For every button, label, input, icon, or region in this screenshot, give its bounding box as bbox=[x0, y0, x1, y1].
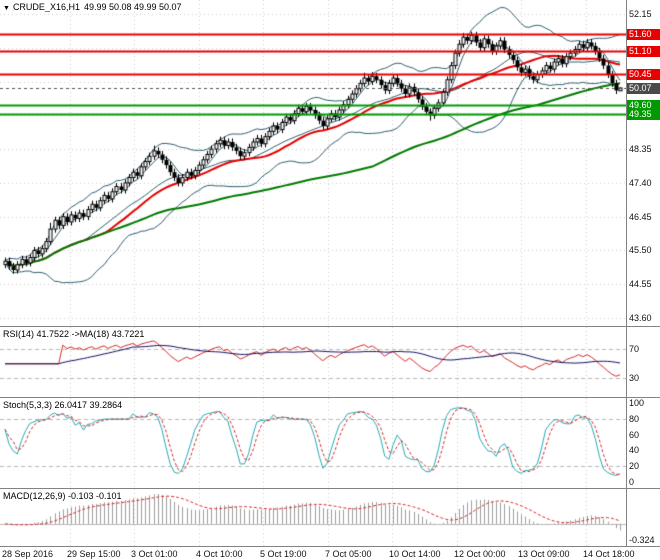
macd-canvas[interactable] bbox=[0, 489, 626, 546]
time-label: 4 Oct 10:00 bbox=[196, 549, 243, 559]
time-label: 7 Oct 05:00 bbox=[325, 549, 372, 559]
symbol-timeframe-label: CRUDE_X16,H1 bbox=[12, 2, 80, 12]
stoch-tick-label: 0 bbox=[629, 477, 635, 487]
panel-divider[interactable] bbox=[0, 546, 660, 547]
time-label: 13 Oct 09:00 bbox=[518, 549, 570, 559]
macd-panel: MACD(12,26,9) -0.103 -0.101 bbox=[0, 489, 626, 546]
price-tick-label: 43.60 bbox=[629, 313, 652, 323]
ohlc-values: 49.99 50.08 49.99 50.07 bbox=[83, 2, 182, 12]
stoch-tick-label: 80 bbox=[629, 414, 640, 424]
panel-divider[interactable] bbox=[0, 326, 660, 327]
time-label: 28 Sep 2016 bbox=[2, 549, 54, 559]
level-price-tag: 51.10 bbox=[627, 46, 660, 57]
stochastic-panel: Stoch(5,3,3) 26.0417 39.2864 bbox=[0, 398, 626, 488]
level-price-tag: 49.35 bbox=[627, 109, 660, 120]
level-price-tag: 51.60 bbox=[627, 29, 660, 40]
time-label: 14 Oct 18:00 bbox=[583, 549, 635, 559]
rsi-tick-label: 70 bbox=[629, 344, 640, 354]
price-tick-label: 47.40 bbox=[629, 178, 652, 188]
stoch-tick-label: 100 bbox=[629, 398, 645, 408]
rsi-canvas[interactable] bbox=[0, 327, 626, 397]
chevron-down-icon[interactable]: ▼ bbox=[3, 5, 10, 12]
price-axis[interactable]: 52.15 48.35 47.40 46.45 45.50 44.55 43.60 51.60… bbox=[626, 0, 660, 547]
price-chart-panel: ▼ CRUDE_X16,H1 49.99 50.08 49.99 50.07 bbox=[0, 0, 626, 326]
stoch-tick-label: 60 bbox=[629, 430, 640, 440]
level-price-tag: 49.60 bbox=[627, 100, 660, 111]
rsi-tick-label: 30 bbox=[629, 373, 640, 383]
rsi-label: RSI(14) 41.7522 ->MA(18) 43.7221 bbox=[3, 329, 145, 339]
price-tick-label: 44.55 bbox=[629, 279, 652, 289]
price-tick-label: 52.15 bbox=[629, 9, 652, 19]
level-price-tag: 50.45 bbox=[627, 69, 660, 80]
stochastic-canvas[interactable] bbox=[0, 398, 626, 488]
time-label: 10 Oct 14:00 bbox=[389, 549, 441, 559]
stoch-tick-label: 40 bbox=[629, 445, 640, 455]
current-price-tag: 50.07 bbox=[627, 83, 660, 94]
price-chart-canvas[interactable] bbox=[0, 0, 626, 326]
price-tick-label: 48.35 bbox=[629, 144, 652, 154]
macd-label: MACD(12,26,9) -0.103 -0.101 bbox=[3, 491, 122, 501]
stoch-tick-label: 20 bbox=[629, 461, 640, 471]
rsi-panel: RSI(14) 41.7522 ->MA(18) 43.7221 bbox=[0, 327, 626, 397]
time-label: 29 Sep 15:00 bbox=[67, 549, 121, 559]
time-axis[interactable]: 28 Sep 2016 29 Sep 15:00 3 Oct 01:00 4 Oct … bbox=[0, 547, 660, 560]
price-tick-label: 45.50 bbox=[629, 245, 652, 255]
macd-min-tick-label: -0.324 bbox=[629, 535, 655, 545]
panel-divider[interactable] bbox=[0, 397, 660, 398]
price-tick-label: 46.45 bbox=[629, 212, 652, 222]
time-label: 3 Oct 01:00 bbox=[131, 549, 178, 559]
time-label: 12 Oct 00:00 bbox=[454, 549, 506, 559]
time-label: 5 Oct 19:00 bbox=[260, 549, 307, 559]
stochastic-label: Stoch(5,3,3) 26.0417 39.2864 bbox=[3, 400, 123, 410]
panel-divider[interactable] bbox=[0, 488, 660, 489]
chart-title: ▼ CRUDE_X16,H1 49.99 50.08 49.99 50.07 bbox=[3, 2, 182, 12]
